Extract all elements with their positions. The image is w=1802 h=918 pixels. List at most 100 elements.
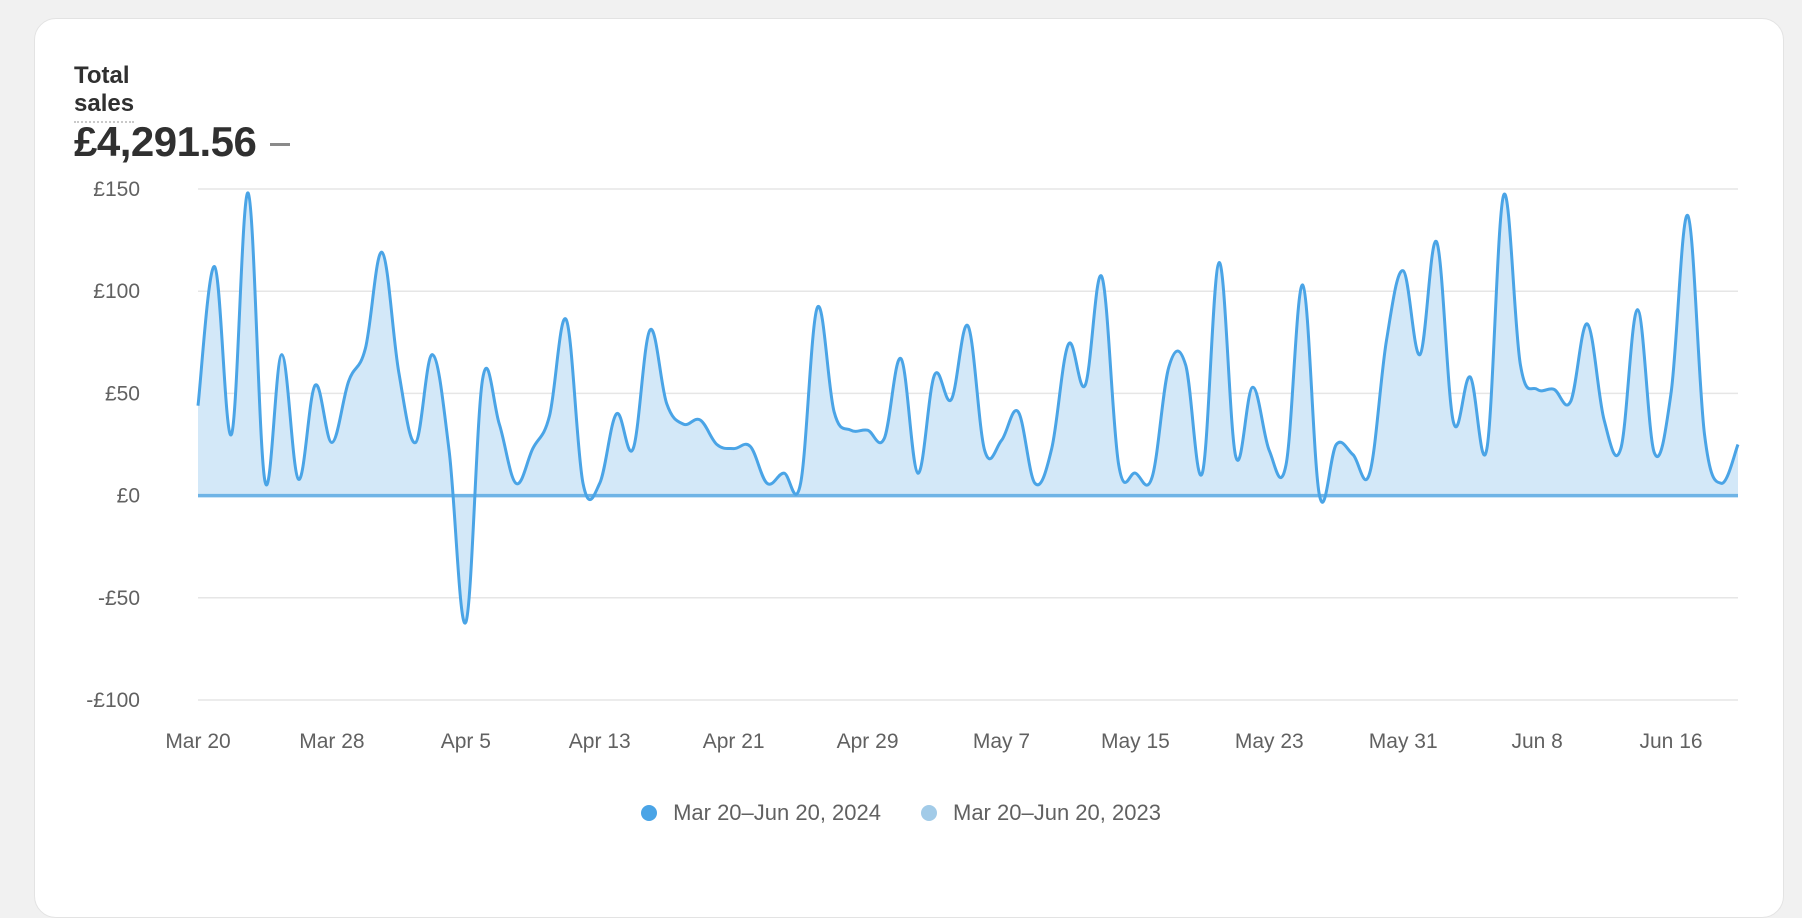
data-point (1401, 269, 1405, 273)
legend-label-2023: Mar 20–Jun 20, 2023 (953, 800, 1161, 825)
x-tick-label: Apr 21 (703, 730, 765, 753)
data-point (1435, 240, 1439, 244)
data-point (1284, 463, 1288, 467)
data-point (1669, 391, 1673, 395)
data-point (430, 353, 434, 357)
data-point (799, 481, 803, 485)
data-point (1167, 365, 1171, 369)
data-point (229, 432, 233, 436)
data-point (313, 383, 317, 387)
y-tick-label: -£100 (86, 689, 140, 712)
data-point (899, 357, 903, 361)
data-point (598, 481, 602, 485)
y-tick-label: £100 (93, 280, 140, 303)
data-point (1351, 453, 1355, 457)
data-point (363, 346, 367, 350)
data-point (698, 418, 702, 422)
data-point (949, 398, 953, 402)
data-point (280, 353, 284, 357)
data-point (1485, 447, 1489, 451)
data-point (1217, 261, 1221, 265)
x-tick-label: Mar 28 (299, 730, 364, 753)
data-point (866, 428, 870, 432)
data-point (715, 443, 719, 447)
x-tick-label: Apr 5 (441, 730, 491, 753)
data-point (330, 440, 334, 444)
data-point (464, 620, 468, 624)
data-point (1569, 400, 1573, 404)
data-point (1200, 471, 1204, 475)
x-tick-label: May 15 (1101, 730, 1170, 753)
data-point (1083, 383, 1087, 387)
data-point (213, 265, 217, 269)
data-point (548, 414, 552, 418)
data-point (999, 438, 1003, 442)
total-row: £4,291.56 (74, 118, 291, 166)
data-point (1334, 443, 1338, 447)
data-point (347, 379, 351, 383)
data-point (581, 481, 585, 485)
data-point (1468, 375, 1472, 379)
x-tick-label: May 23 (1235, 730, 1304, 753)
data-point (1585, 322, 1589, 326)
data-point (1686, 214, 1690, 218)
x-tick-label: Jun 8 (1511, 730, 1562, 753)
data-point (196, 404, 200, 408)
data-point (1150, 475, 1154, 479)
data-point (481, 377, 485, 381)
data-point (882, 436, 886, 440)
data-point (497, 422, 501, 426)
sales-chart: £150 £100 £50 £0 -£50 -£100 Mar 20 Mar 28 Apr 5… (86, 178, 1740, 753)
data-point (397, 371, 401, 375)
series-area-2024 (198, 192, 1738, 624)
data-point (1133, 471, 1137, 475)
data-point (849, 428, 853, 432)
data-point (414, 440, 418, 444)
series-layer[interactable] (196, 191, 1740, 625)
data-point (263, 479, 267, 483)
legend-label-2024: Mar 20–Jun 20, 2024 (673, 800, 881, 825)
total-sales-value: £4,291.56 (74, 118, 257, 165)
data-point (681, 422, 685, 426)
data-point (1451, 420, 1455, 424)
data-point (564, 318, 568, 322)
y-axis-ticks: £150 £100 £50 £0 -£50 -£100 (86, 178, 140, 712)
data-point (1184, 363, 1188, 367)
data-point (765, 481, 769, 485)
data-point (916, 471, 920, 475)
y-tick-label: £150 (93, 178, 140, 201)
data-point (1117, 463, 1121, 467)
data-point (1719, 481, 1723, 485)
y-tick-label: £50 (105, 382, 140, 405)
data-point (1251, 385, 1255, 389)
x-tick-label: May 31 (1369, 730, 1438, 753)
data-point (1418, 353, 1422, 357)
data-point (933, 373, 937, 377)
total-sales-title[interactable]: Total sales (74, 62, 135, 123)
y-tick-label: £0 (117, 485, 140, 508)
data-point (1368, 471, 1372, 475)
data-point (648, 328, 652, 332)
data-point (1602, 418, 1606, 422)
x-tick-label: Apr 29 (837, 730, 899, 753)
data-point (614, 412, 618, 416)
legend-item-2023[interactable]: Mar 20–Jun 20, 2023 (921, 800, 1161, 826)
data-point (1016, 410, 1020, 414)
data-point (782, 471, 786, 475)
data-point (1301, 283, 1305, 287)
data-point (832, 410, 836, 414)
data-point (1234, 455, 1238, 459)
data-point (1066, 342, 1070, 346)
data-point (815, 306, 819, 310)
data-point (1033, 481, 1037, 485)
data-point (1518, 363, 1522, 367)
data-point (748, 445, 752, 449)
data-point (631, 447, 635, 451)
data-point (531, 447, 535, 451)
legend-item-2024[interactable]: Mar 20–Jun 20, 2024 (641, 800, 881, 826)
chart-legend: Mar 20–Jun 20, 2024 Mar 20–Jun 20, 2023 (0, 800, 1802, 826)
data-point (296, 477, 300, 481)
data-point (1267, 449, 1271, 453)
data-point (1318, 494, 1322, 498)
legend-dot-2023 (921, 805, 937, 821)
